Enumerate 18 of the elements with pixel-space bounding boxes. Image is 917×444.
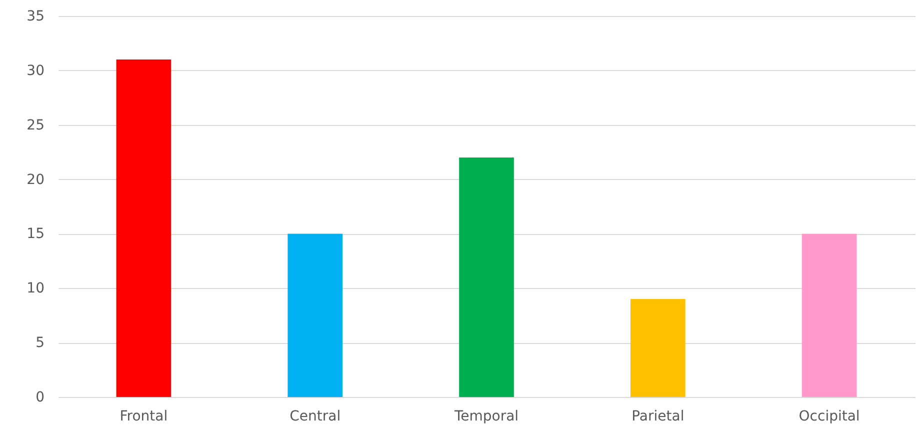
y-tick-label: 0 [36,390,44,406]
x-tick-label: Temporal [453,408,519,424]
x-tick-label: Frontal [120,408,168,424]
bar [630,299,686,397]
y-tick-label: 25 [26,117,44,134]
y-tick-label: 5 [36,335,44,352]
x-tick-label: Central [290,408,341,424]
y-tick-label: 30 [26,62,44,79]
x-tick-label: Parietal [632,408,684,424]
y-tick-label: 35 [26,8,44,24]
x-tick-label: Occipital [798,408,860,424]
y-tick-label: 10 [26,280,44,297]
bar [459,158,514,397]
bar [288,234,343,397]
bar [116,60,172,397]
y-tick-label: 15 [26,226,44,242]
y-tick-label: 20 [26,172,44,188]
bar [802,234,857,397]
